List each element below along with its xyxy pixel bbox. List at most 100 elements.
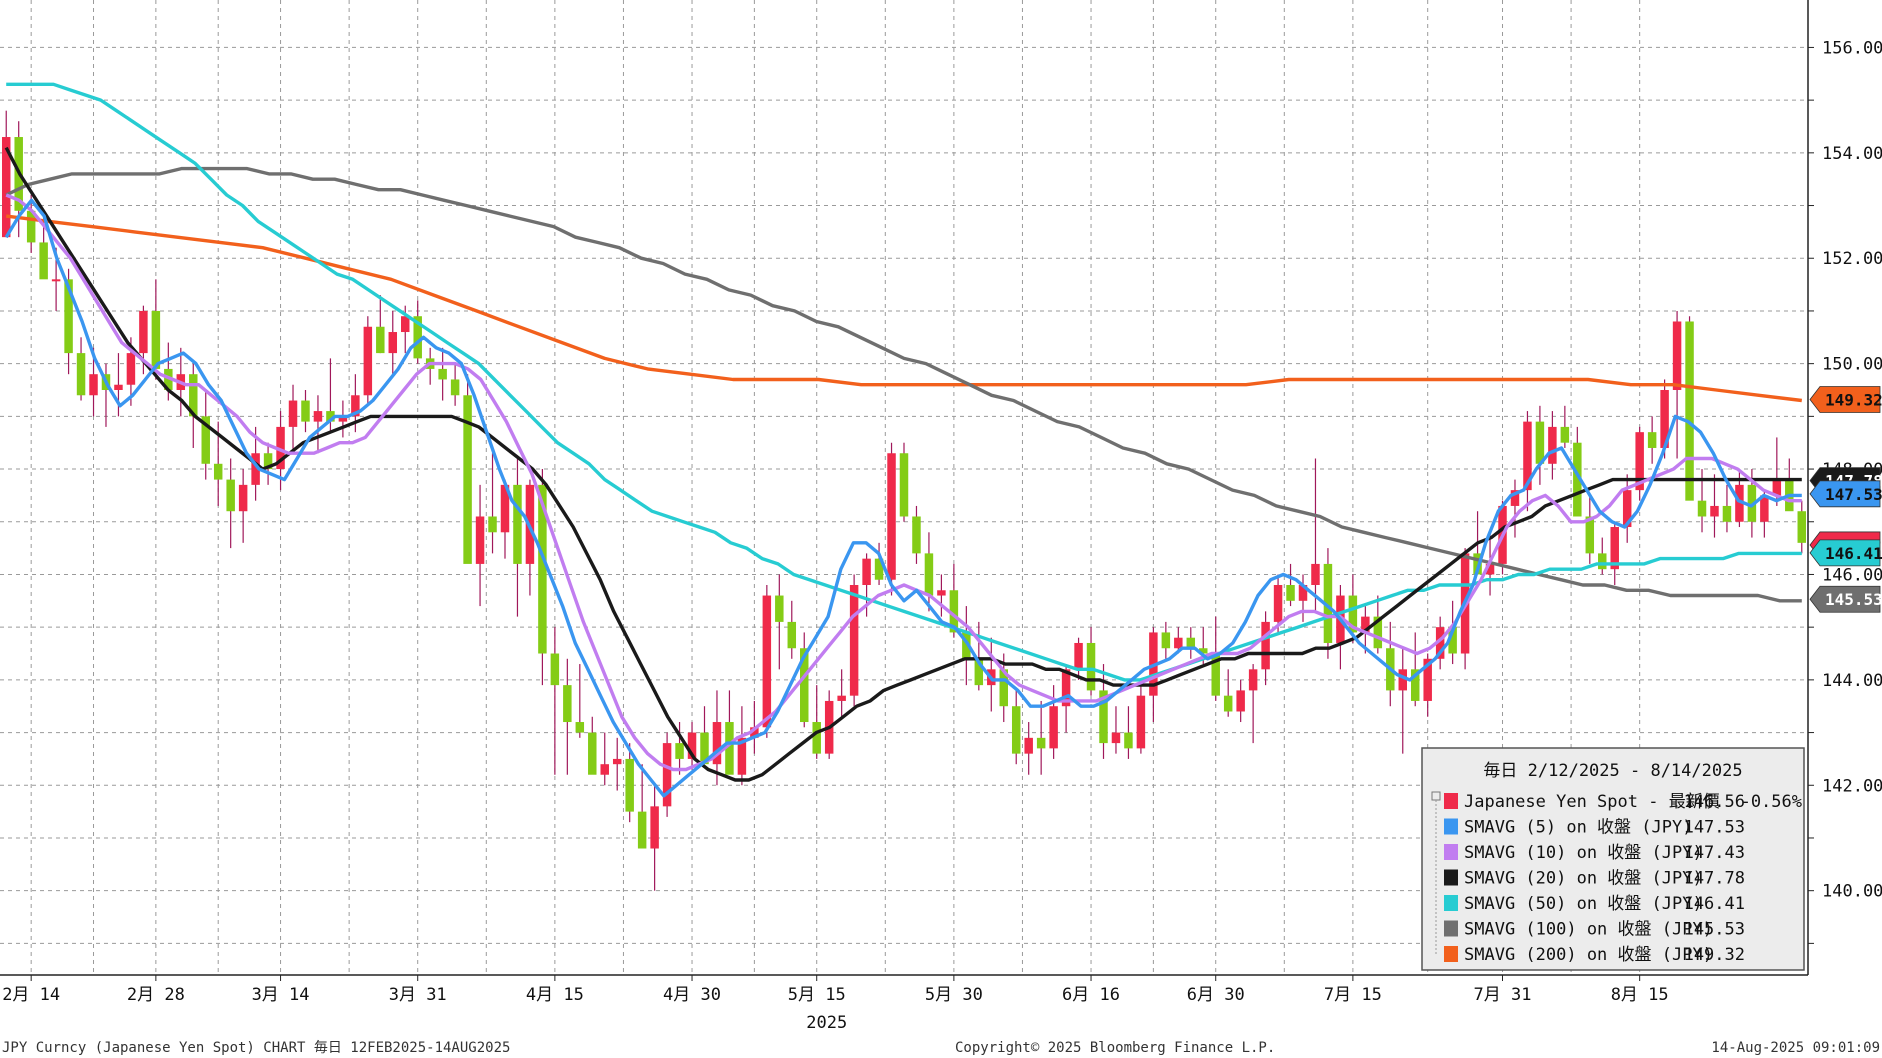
legend-value: 146.56 (1684, 792, 1745, 812)
candle-body (1248, 669, 1258, 691)
candle-body (89, 374, 98, 396)
candle-body (1697, 500, 1707, 517)
legend: 毎日 2/12/2025 - 8/14/2025 Japanese Yen Spo… (1421, 747, 1805, 971)
candle-body (1174, 637, 1183, 649)
x-tick-label: 6月 30 (1187, 985, 1245, 1005)
candle-body (675, 743, 684, 759)
price-badge-shape (1809, 585, 1881, 613)
candle-body (1124, 732, 1133, 749)
candle-body (700, 732, 709, 765)
legend-swatch (1444, 895, 1458, 911)
candle-body (1373, 616, 1383, 649)
candle-body (1797, 511, 1807, 543)
candle-body (762, 595, 772, 728)
candle-body (301, 400, 310, 422)
candle-body (363, 326, 373, 396)
candle-body (1186, 637, 1196, 649)
legend-value: 146.41 (1684, 894, 1745, 914)
price-badge-value: 149.32 (1825, 390, 1882, 409)
axis-layer: 156.00154.00152.00150.00148.00146.00144.… (0, 0, 1882, 1033)
candle-body (288, 400, 298, 427)
candle-body (1485, 563, 1495, 575)
y-tick-label: 156.00 (1822, 38, 1882, 58)
candle-body (1111, 732, 1121, 744)
candle-body (837, 695, 846, 701)
candle-body (263, 453, 273, 470)
candle-body (787, 621, 797, 649)
candle-body (1622, 490, 1632, 528)
price-badge-shape (1809, 386, 1881, 413)
x-tick-label: 8月 15 (1611, 985, 1669, 1005)
candle-body (1722, 505, 1732, 522)
legend-label: SMAVG (20) on 收盤 (JPY) (1464, 869, 1703, 889)
price-badge-shape (1809, 480, 1881, 508)
candle-body (737, 737, 747, 775)
x-tick-label: 7月 31 (1474, 985, 1532, 1005)
candle-body (51, 279, 61, 282)
x-tick-label: 2月 14 (2, 985, 60, 1005)
x-tick-label: 5月 15 (788, 985, 846, 1005)
price-badge-value: 145.53 (1825, 590, 1882, 609)
y-tick-label: 144.00 (1822, 671, 1882, 691)
y-tick-label: 146.00 (1822, 565, 1882, 585)
candle-body (849, 585, 859, 696)
candle-body (1261, 621, 1270, 670)
candle-body (338, 416, 348, 422)
legend-value: 147.78 (1684, 869, 1745, 889)
candle-body (712, 722, 722, 765)
candle-body (924, 553, 934, 596)
candle-body (463, 395, 472, 564)
candle-body (513, 484, 522, 564)
price-badge-shape (1809, 539, 1881, 567)
candle-body (1361, 616, 1370, 633)
candle-body (1610, 527, 1619, 570)
legend-change: -0.56% (1741, 792, 1802, 812)
candle-body (1036, 737, 1046, 749)
candle-body (500, 484, 510, 533)
x-tick-label: 3月 14 (252, 985, 310, 1005)
legend-label: SMAVG (50) on 收盤 (JPY) (1464, 894, 1703, 914)
candle-body (64, 279, 73, 354)
series-line (6, 82, 1802, 682)
footer-left: JPY Curncy (Japanese Yen Spot) CHART 毎日 … (2, 1040, 510, 1056)
candle-body (276, 426, 285, 470)
candle-body (226, 479, 235, 512)
candle-body (376, 326, 385, 354)
candle-body (1435, 627, 1445, 659)
legend-label: Japanese Yen Spot - 最新價 (1464, 792, 1720, 812)
legend-value: 149.32 (1684, 945, 1745, 965)
candle-body (687, 732, 697, 759)
candle-body (1136, 695, 1146, 749)
legend-swatch (1444, 844, 1458, 860)
candle-body (1672, 321, 1682, 390)
candle-body (1298, 585, 1308, 601)
candle-body (1211, 653, 1220, 696)
candle-body (650, 806, 659, 849)
candle-body (949, 590, 959, 633)
candle-body (625, 758, 634, 812)
candle-body (1011, 706, 1021, 754)
candle-body (326, 411, 335, 422)
candle-body (1660, 390, 1669, 448)
candle-body (401, 316, 410, 333)
candle-body (1236, 690, 1245, 712)
candle-body (1323, 563, 1333, 643)
grid-layer (0, 0, 1808, 975)
candle-body (475, 516, 485, 564)
candle-body (114, 384, 123, 390)
footer-center: Copyright© 2025 Bloomberg Finance L.P. (955, 1040, 1275, 1056)
legend-label: SMAVG (100) on 收盤 (JPY) (1464, 920, 1713, 940)
candle-body (1348, 595, 1358, 633)
candle-body (1, 137, 11, 238)
candle-body (1735, 484, 1744, 522)
candle-body (637, 811, 647, 849)
candle-body (750, 727, 759, 738)
candle-body (1523, 421, 1532, 491)
candle-body (1510, 490, 1520, 506)
candle-body (999, 669, 1008, 707)
series-line (4, 198, 1802, 798)
candle-body (550, 653, 560, 686)
candle-body (164, 368, 173, 390)
candle-body (812, 722, 821, 754)
